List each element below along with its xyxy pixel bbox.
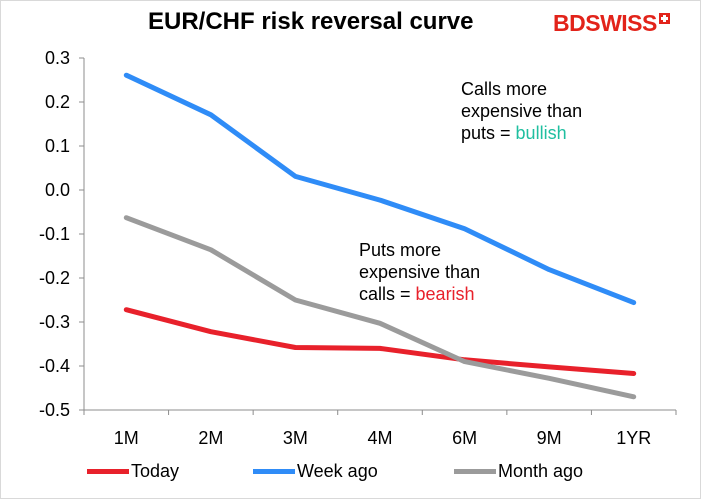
y-tick-label: -0.4 (39, 356, 70, 376)
y-tick-label: -0.3 (39, 312, 70, 332)
annotation-bullish-highlight: bullish (515, 123, 567, 143)
annotation-bullish-prefix: puts = (461, 123, 516, 143)
series-line-today (123, 307, 637, 376)
y-tick-label: 0.2 (45, 92, 70, 112)
x-axis-ticks: 1M 2M 3M 4M 6M 9M 1YR (83, 410, 677, 448)
annotation-bullish-line3: puts = bullish (461, 122, 582, 144)
annotation-bullish: Calls more expensive than puts = bullish (461, 78, 582, 144)
x-tick-label: 4M (367, 428, 392, 448)
x-tick-label: 6M (452, 428, 477, 448)
annotation-bearish-line3: calls = bearish (359, 283, 480, 305)
series-line-week-ago (123, 72, 637, 306)
annotation-bullish-line2: expensive than (461, 101, 583, 121)
legend-swatch-today (87, 468, 129, 474)
legend-swatch-month-ago (454, 468, 496, 474)
x-tick-label: 2M (198, 428, 223, 448)
annotation-bearish-prefix: calls = (359, 284, 416, 304)
swiss-cross-icon (658, 12, 670, 24)
annotation-bearish: Puts more expensive than calls = bearish (359, 239, 480, 305)
legend-swatch-week-ago (253, 468, 295, 474)
y-axis-ticks: 0.3 0.2 0.1 0.0 -0.1 -0.2 -0.3 -0.4 -0.5 (39, 48, 84, 420)
y-tick-label: -0.5 (39, 400, 70, 420)
legend-label-today: Today (131, 460, 180, 481)
chart-title: EUR/CHF risk reversal curve (148, 8, 474, 35)
annotation-bearish-line2: expensive than (359, 262, 481, 282)
y-tick-label: -0.1 (39, 224, 70, 244)
logo-text-bd: BD (553, 10, 586, 36)
x-tick-label: 1M (114, 428, 139, 448)
bdswiss-logo: BD SWISS (553, 10, 670, 36)
annotation-bullish-line1: Calls more (461, 79, 548, 99)
y-tick-label: 0.0 (45, 180, 70, 200)
legend-label-month-ago: Month ago (498, 460, 584, 481)
x-tick-label: 3M (283, 428, 308, 448)
series-line-month-ago (123, 215, 637, 400)
y-tick-label: 0.3 (45, 48, 70, 68)
series-lines (123, 72, 637, 400)
legend-label-week-ago: Week ago (297, 460, 378, 481)
y-tick-label: -0.2 (39, 268, 70, 288)
legend-item-week-ago: Week ago (253, 460, 378, 482)
annotation-bearish-highlight: bearish (415, 284, 475, 304)
y-tick-label: 0.1 (45, 136, 70, 156)
annotation-bearish-line1: Puts more (359, 240, 442, 260)
x-tick-label: 1YR (616, 428, 651, 448)
x-tick-label: 9M (537, 428, 562, 448)
logo-text-swiss: SWISS (585, 10, 657, 36)
legend-item-month-ago: Month ago (454, 460, 583, 482)
legend-item-today: Today (87, 460, 179, 482)
